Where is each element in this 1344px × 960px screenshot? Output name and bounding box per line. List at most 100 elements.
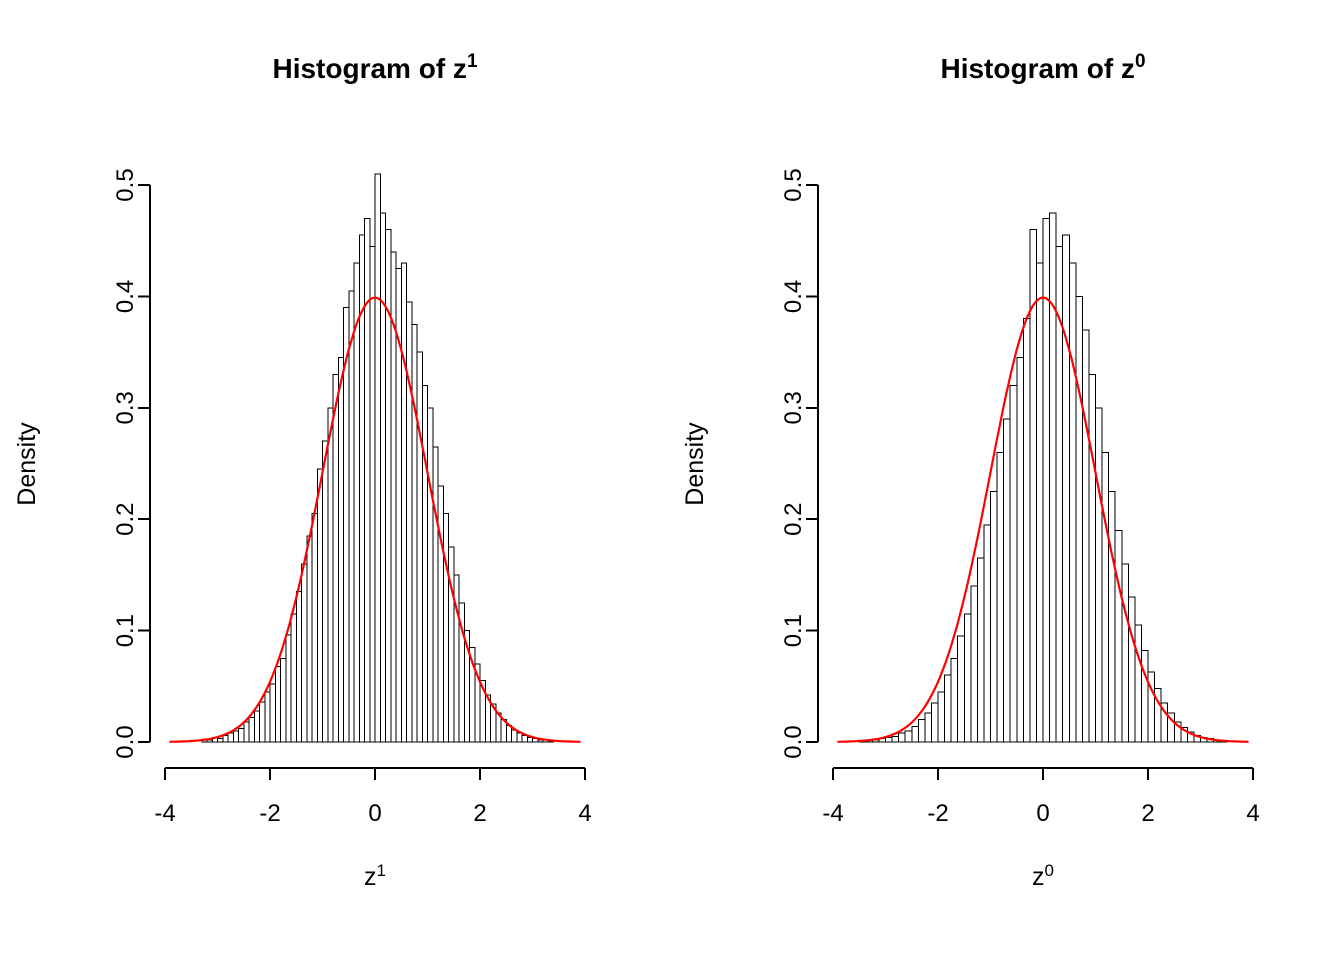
histogram-bar [322, 440, 329, 743]
y-tick-label: 0.0 [780, 725, 807, 758]
histogram-bar [1009, 385, 1018, 743]
histogram-bar [416, 351, 423, 743]
histogram-bar [243, 721, 250, 743]
histogram-bar [253, 710, 260, 743]
histogram-bar [521, 734, 528, 743]
histogram-bar [259, 701, 266, 743]
y-tick-label: 0.5 [780, 168, 807, 201]
histogram-bar [432, 446, 439, 743]
histogram-bar [1035, 262, 1044, 743]
histogram-bar [316, 468, 323, 743]
histogram-bar [983, 524, 992, 743]
y-tick-label: 0.1 [780, 614, 807, 647]
histogram-bar [526, 737, 533, 743]
histogram-bar [950, 657, 959, 743]
y-tick-label: 0.1 [112, 614, 139, 647]
histogram-bar [1022, 318, 1031, 743]
histogram-bar [232, 730, 239, 743]
x-tick-label: 0 [368, 800, 381, 827]
plot2-title-text: Histogram of z [940, 53, 1135, 84]
histogram-bar [280, 657, 287, 743]
histogram-bar [1016, 357, 1024, 743]
x-tick-label: 2 [473, 800, 486, 827]
histogram-bar [400, 262, 407, 743]
histogram-bar [1075, 295, 1083, 743]
histogram-bar [311, 513, 318, 743]
histogram-bar [337, 357, 344, 743]
plot1-xaxis-label-text: z [364, 863, 377, 891]
histogram-bar [1081, 329, 1090, 743]
histogram-bar [369, 245, 376, 743]
histogram-bar [1114, 529, 1123, 743]
histogram-bar [348, 290, 355, 743]
histogram-bar [227, 732, 234, 743]
y-tick-label: 0.4 [112, 280, 139, 313]
y-tick-label: 0.3 [780, 391, 807, 424]
histogram-bar [937, 691, 946, 743]
histogram-bar [891, 735, 900, 743]
x-tick-label: 4 [1246, 800, 1259, 827]
histogram-bar [222, 734, 229, 743]
histogram-bar [264, 691, 271, 743]
normal-density-curve [169, 296, 581, 743]
histogram-bar [976, 557, 985, 743]
histogram-bar [1140, 650, 1149, 743]
histogram-bar [332, 373, 339, 743]
histogram-bar [238, 728, 245, 743]
histogram-bar [516, 732, 523, 743]
histogram-bar [1101, 451, 1110, 743]
plot2-xaxis-label-superscript: 0 [1044, 861, 1054, 880]
histogram-bar [290, 613, 297, 743]
histogram-bar [295, 591, 302, 743]
y-tick-label: 0.2 [112, 503, 139, 536]
histogram-bar [301, 563, 308, 743]
histogram-bar [963, 613, 972, 743]
histogram-bar [1003, 418, 1011, 743]
histogram-bar [1121, 563, 1129, 743]
histogram-bar [343, 307, 350, 743]
histogram-bar [411, 323, 418, 743]
plot1-title: Histogram of z1 [165, 51, 585, 90]
plot2-title-superscript: 0 [1134, 51, 1146, 72]
plot1-title-superscript: 1 [466, 51, 478, 72]
histogram-bar [285, 634, 292, 743]
histogram-bar [904, 730, 913, 743]
plot1-title-text: Histogram of z [272, 53, 467, 84]
y-tick-label: 0.0 [112, 725, 139, 758]
y-tick-label: 0.5 [112, 168, 139, 201]
histogram-bar [217, 738, 224, 743]
x-tick-label: -2 [259, 800, 280, 827]
histogram-bar [990, 490, 998, 743]
plot1-xaxis-label-superscript: 1 [376, 861, 386, 880]
histogram-bar [442, 513, 449, 743]
histogram-bar [944, 674, 952, 743]
histogram-bar [248, 716, 255, 743]
plot1-yaxis-label: Density [13, 422, 41, 506]
histogram-bar [353, 262, 360, 743]
histogram-bar [327, 407, 334, 743]
histogram-bar [306, 535, 313, 743]
x-tick-label: 2 [1141, 800, 1154, 827]
histogram-bar [898, 732, 906, 743]
x-tick-label: 0 [1036, 800, 1049, 827]
normal-density-curve [837, 296, 1249, 743]
y-tick-label: 0.3 [112, 391, 139, 424]
histogram-bar [379, 212, 386, 743]
plot1-xaxis-label: z1 [165, 861, 585, 895]
histogram-bar [911, 725, 919, 743]
x-tick-label: -4 [822, 800, 843, 827]
histogram-bar [1095, 407, 1103, 743]
histogram-bar [1108, 490, 1116, 743]
plot2-yaxis-label: Density [681, 422, 709, 506]
histogram-bar [1062, 234, 1070, 743]
histogram-bar [505, 724, 512, 743]
x-tick-label: -2 [927, 800, 948, 827]
histogram-bar [421, 385, 428, 743]
histogram-bar [1134, 624, 1142, 743]
plot2-title: Histogram of z0 [833, 51, 1253, 90]
histogram-bar [269, 683, 276, 743]
histogram-bar [917, 719, 926, 743]
histogram-bar [274, 665, 281, 743]
